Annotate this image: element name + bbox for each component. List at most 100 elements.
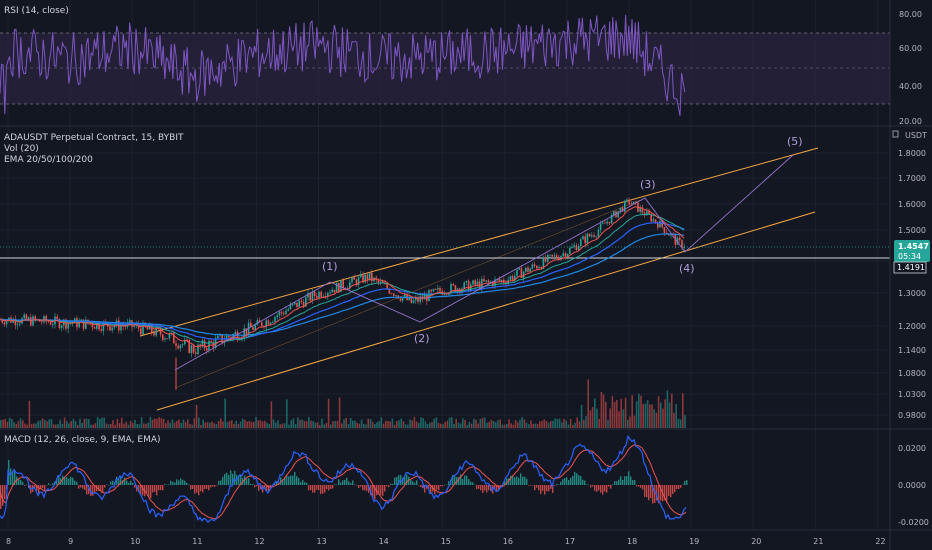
volume-bar xyxy=(268,424,270,428)
macd-hist-bar xyxy=(496,485,498,492)
volume-bar xyxy=(281,423,284,428)
volume-bar xyxy=(363,423,365,428)
volume-bar xyxy=(596,408,598,428)
volume-bar xyxy=(444,421,446,428)
volume-bar xyxy=(107,424,110,428)
volume-bar xyxy=(352,420,354,428)
macd-hist-bar xyxy=(176,479,178,485)
ema-legend[interactable]: EMA 20/50/100/200 xyxy=(4,155,93,165)
candle-body xyxy=(291,304,294,305)
ema-200 xyxy=(0,233,685,336)
volume-bar xyxy=(191,424,193,428)
macd-hist-bar xyxy=(572,475,574,485)
volume-bar xyxy=(499,419,501,428)
macd-hist-bar xyxy=(348,481,350,485)
macd-hist-bar xyxy=(544,485,546,495)
macd-hist-bar xyxy=(596,485,598,492)
macd-hist-bar xyxy=(328,485,330,491)
volume-bar xyxy=(189,424,191,428)
candle-body xyxy=(366,274,369,281)
volume-bar xyxy=(275,422,277,428)
rsi-panel[interactable]: RSI (14, close) 80.00 60.00 40.00 20.00 xyxy=(0,6,922,126)
volume-bar xyxy=(422,418,424,428)
volume-bar xyxy=(627,419,629,428)
volume-bar xyxy=(299,419,301,428)
volume-bar xyxy=(437,422,440,428)
macd-hist-bar xyxy=(538,485,540,491)
volume-bar xyxy=(594,398,596,428)
volume-bar xyxy=(156,418,158,428)
macd-hist-bar xyxy=(628,471,630,485)
volume-bar xyxy=(605,401,607,428)
lock-icon xyxy=(892,130,899,138)
candle-body xyxy=(1,319,3,323)
macd-hist-bar xyxy=(650,485,652,498)
volume-bar xyxy=(558,418,561,428)
currency-box xyxy=(891,129,932,141)
macd-hist-bar xyxy=(204,485,206,490)
macd-hist-bar xyxy=(294,471,296,485)
time-tick-label: 19 xyxy=(689,537,699,546)
volume-bar xyxy=(127,424,130,428)
candle-body xyxy=(109,326,111,331)
candle-body xyxy=(434,288,437,290)
candle-body xyxy=(597,229,600,237)
volume-bar xyxy=(411,420,413,428)
macd-hist-bar xyxy=(658,485,660,504)
volume-bar xyxy=(305,421,308,428)
volume-bar xyxy=(365,424,367,428)
time-axis[interactable]: 8 9 10 11 12 13 14 15 16 17 18 19 20 21 22 xyxy=(6,537,886,546)
volume-bar xyxy=(114,424,116,428)
volume-bar xyxy=(171,419,174,428)
volume-bar xyxy=(257,420,259,428)
volume-bar xyxy=(184,422,187,428)
volume-bar xyxy=(629,416,631,428)
rsi-tick-label: 40.00 xyxy=(899,82,922,91)
macd-hist-bar xyxy=(70,476,72,485)
macd-hist-bar xyxy=(138,485,140,493)
volume-bar xyxy=(202,419,204,428)
candle-body xyxy=(602,222,604,224)
volume-legend[interactable]: Vol (20) xyxy=(4,144,39,154)
candle-body xyxy=(8,317,10,321)
macd-hist-bar xyxy=(618,479,620,485)
macd-hist-bar xyxy=(614,481,616,485)
price-panel[interactable]: (1) (2) (3) (4) (5) ADAUSDT Perpetual Co… xyxy=(0,129,932,428)
rsi-axis: 80.00 60.00 40.00 20.00 xyxy=(899,10,922,126)
macd-hist-bar xyxy=(676,485,678,490)
volume-bar xyxy=(0,419,2,428)
volume-bar xyxy=(209,422,211,428)
candle-body xyxy=(560,255,562,260)
macd-hist-bar xyxy=(610,485,612,489)
macd-hist-bar xyxy=(420,485,422,488)
macd-hist-bar xyxy=(168,484,170,485)
volume-bar xyxy=(173,422,176,428)
macd-panel[interactable]: MACD (12, 26, close, 9, EMA, EMA) 0.0200… xyxy=(0,434,929,527)
candle-body xyxy=(91,323,94,328)
macd-hist-bar xyxy=(308,485,310,491)
volume-bar xyxy=(519,419,521,428)
volume-bar xyxy=(140,417,143,428)
volume-bar xyxy=(132,423,134,428)
volume-bar xyxy=(118,422,121,428)
volume-bar xyxy=(376,422,378,428)
candle-body xyxy=(201,340,204,347)
macd-hist-bar xyxy=(366,485,368,492)
candle-body xyxy=(509,276,512,280)
macd-hist-bar xyxy=(566,477,568,485)
time-tick-label: 9 xyxy=(68,537,73,546)
candle-body xyxy=(439,287,441,292)
macd-hist-bar xyxy=(440,485,442,487)
macd-hist-bar xyxy=(120,477,122,485)
candle-body xyxy=(148,324,151,330)
symbol-title[interactable]: ADAUSDT Perpetual Contract, 15, BYBIT xyxy=(4,133,184,143)
candle-body xyxy=(386,283,388,289)
macd-hist-bar xyxy=(100,485,102,492)
macd-hist-bar xyxy=(268,485,270,492)
candle-body xyxy=(184,339,186,345)
candle-body xyxy=(179,345,182,349)
candle-body xyxy=(256,320,259,325)
macd-hist-bar xyxy=(504,481,506,485)
volume-bar xyxy=(385,420,387,428)
